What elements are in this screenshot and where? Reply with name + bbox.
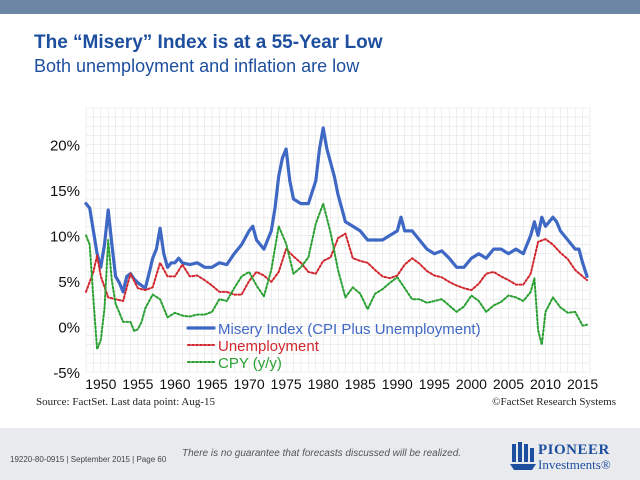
x-tick-label: 2010 — [530, 376, 561, 392]
x-tick-label: 1970 — [233, 376, 264, 392]
x-tick-label: 1975 — [271, 376, 302, 392]
pioneer-logo: PIONEER Investments® — [510, 440, 620, 474]
x-tick-label: 1985 — [345, 376, 376, 392]
top-bar — [0, 0, 640, 14]
x-tick-label: 1990 — [382, 376, 413, 392]
x-tick-label: 1980 — [308, 376, 339, 392]
y-tick-label: 20% — [50, 137, 80, 154]
page-subtitle: Both unemployment and inflation are low — [34, 56, 360, 76]
series-line-3 — [85, 202, 588, 351]
legend-label-2: Unemployment — [218, 338, 320, 355]
disclaimer-text: There is no guarantee that forecasts dis… — [182, 448, 462, 459]
logo-subtitle: Investments® — [538, 457, 611, 472]
source-note: Source: FactSet. Last data point: Aug-15 — [36, 396, 216, 408]
x-tick-label: 2005 — [493, 376, 524, 392]
copyright-note: ©FactSet Research Systems — [492, 396, 616, 408]
page-title: The “Misery” Index is at a 55-Year Low — [34, 32, 383, 53]
series-line-1 — [84, 126, 589, 294]
y-tick-label: 10% — [50, 228, 80, 245]
misery-index-chart: -5% 0% 5% 10% 15% 20% 1950 1955 1960 1965 1970 1975… — [50, 107, 598, 392]
x-tick-label: 1950 — [85, 376, 116, 392]
y-tick-label: 5% — [58, 274, 80, 291]
y-tick-label: 15% — [50, 183, 80, 200]
logo-name: PIONEER — [538, 442, 610, 458]
document-reference: 19220-80-0915 | September 2015 | Page 60 — [10, 455, 167, 464]
y-tick-label: 0% — [58, 319, 80, 336]
x-tick-label: 2015 — [567, 376, 598, 392]
y-tick-label: -5% — [53, 365, 80, 382]
legend-label-1: Misery Index (CPI Plus Unemployment) — [218, 321, 481, 338]
x-tick-label: 2000 — [456, 376, 487, 392]
x-tick-label: 1960 — [159, 376, 190, 392]
x-tick-label: 1965 — [196, 376, 227, 392]
ship-logo-icon — [510, 442, 536, 470]
x-tick-label: 1955 — [122, 376, 153, 392]
x-tick-label: 1995 — [419, 376, 450, 392]
legend-label-3: CPY (y/y) — [218, 355, 282, 372]
